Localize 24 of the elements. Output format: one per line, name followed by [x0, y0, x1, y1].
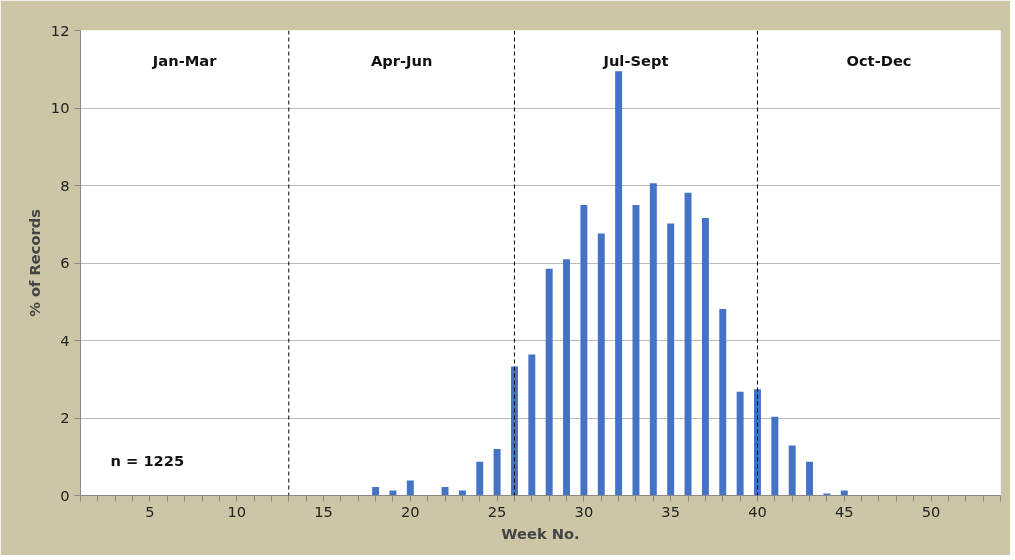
x-tick-label: 15 [314, 502, 333, 520]
x-tick-label: 5 [145, 502, 155, 520]
x-tick-label: 45 [834, 502, 854, 520]
y-tick-label: 10 [50, 99, 70, 116]
x-tick-label: 50 [921, 502, 941, 520]
x-tick-label: 10 [227, 502, 247, 520]
annotation: n = 1225 [110, 452, 185, 469]
annotation: Jul-Sept [602, 52, 669, 70]
x-tick-label: 35 [661, 502, 681, 520]
y-tick-label: 12 [50, 21, 70, 39]
x-tick-label: 30 [574, 502, 594, 520]
y-tick-label: 8 [60, 176, 70, 194]
annotation: Apr-Jun [370, 52, 433, 70]
y-tick-label: 0 [60, 486, 70, 504]
y-tick-label: 6 [60, 254, 70, 271]
y-axis-title: % of Records [25, 208, 43, 317]
x-tick-label: 20 [400, 502, 420, 520]
y-tick-label: 4 [60, 331, 70, 349]
y-tick-label: 2 [60, 409, 70, 426]
annotation: Jan-Mar [151, 52, 218, 70]
x-axis-title: Week No. [501, 524, 580, 542]
annotation: Oct-Dec [846, 52, 912, 70]
x-tick-label: 25 [487, 502, 507, 520]
x-tick-label: 40 [748, 502, 767, 520]
